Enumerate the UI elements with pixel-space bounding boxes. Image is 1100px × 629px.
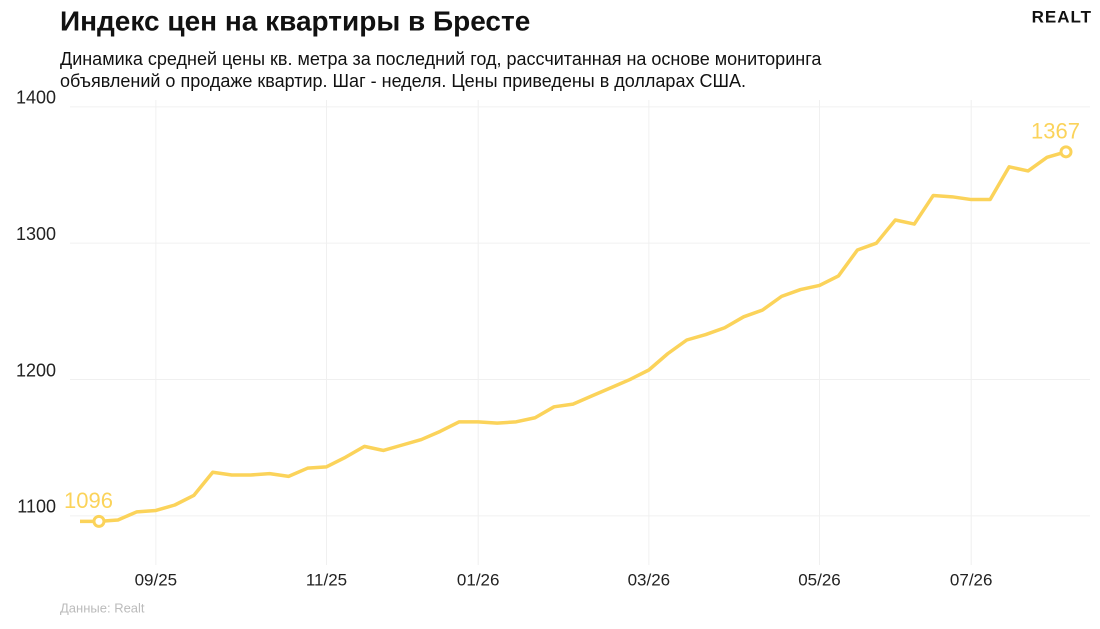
data-label: 1096 <box>64 488 113 513</box>
y-tick-label: 1300 <box>16 224 56 244</box>
y-tick-label: 1400 <box>16 88 56 108</box>
point-marker <box>1059 145 1073 159</box>
chart-subtitle: Динамика средней цены кв. метра за после… <box>60 49 822 69</box>
y-tick-label: 1100 <box>17 497 56 517</box>
line <box>80 150 1067 524</box>
x-tick-label: 01/26 <box>457 570 500 589</box>
logo: REALT <box>1032 7 1092 26</box>
x-tick-label: 07/26 <box>950 570 993 589</box>
x-tick-label: 03/26 <box>628 570 671 589</box>
chart-subtitle: объявлений о продаже квартир. Шаг - неде… <box>60 71 746 91</box>
y-tick-label: 1200 <box>16 360 56 380</box>
x-tick-label: 05/26 <box>798 570 841 589</box>
x-tick-label: 09/25 <box>135 570 178 589</box>
point-marker <box>92 514 106 528</box>
data-label: 1367 <box>1031 119 1080 144</box>
chart-title: Индекс цен на квартиры в Бресте <box>60 5 530 36</box>
source: Данные: Realt <box>60 600 145 615</box>
x-tick-label: 11/25 <box>306 570 347 589</box>
